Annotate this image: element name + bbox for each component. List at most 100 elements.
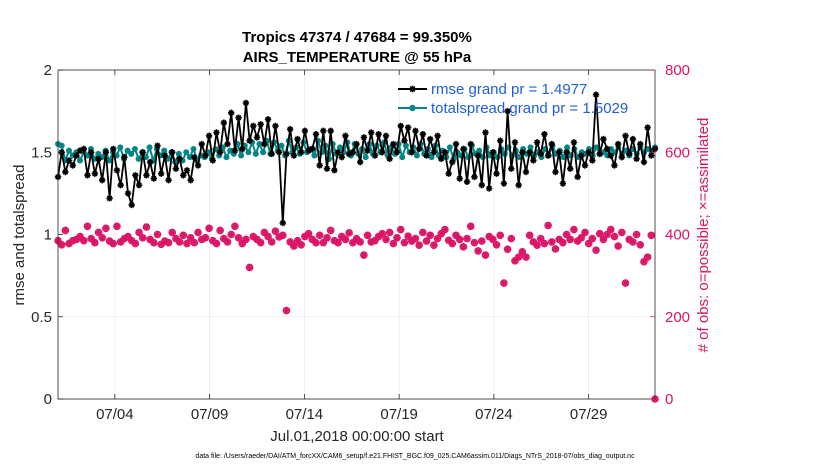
- obs-possible-point: [455, 235, 464, 244]
- obs-assimilated-point: [316, 232, 323, 239]
- x-tick-label: 07/14: [286, 406, 324, 423]
- rmse-point: [592, 91, 600, 98]
- obs-possible-point: [360, 251, 368, 259]
- obs-possible-point: [474, 247, 482, 255]
- y-tick-label-left: 1: [44, 227, 52, 244]
- obs-possible-point: [514, 253, 523, 261]
- obs-assimilated-point: [556, 236, 563, 243]
- obs-assimilated-point: [195, 229, 202, 236]
- legend-spread-label: totalspread grand pr = 1.5029: [431, 100, 628, 117]
- chart-title-line-2: AIRS_TEMPERATURE @ 55 hPa: [243, 49, 472, 66]
- totalspread-point: [337, 144, 344, 151]
- rmse-point: [622, 132, 629, 139]
- obs-assimilated-point: [419, 229, 426, 236]
- x-axis-label: Jul.01,2018 00:00:00 start: [270, 428, 444, 445]
- rmse-point: [143, 172, 150, 179]
- obs-possible-point: [599, 235, 608, 244]
- obs-possible-point: [194, 228, 202, 237]
- obs-possible-point: [570, 225, 578, 234]
- obs-possible-point: [632, 230, 641, 239]
- y-tick-label-right: 0: [665, 391, 673, 408]
- obs-possible-point: [492, 240, 501, 249]
- obs-possible-point: [109, 239, 118, 248]
- obs-possible-point: [595, 229, 604, 238]
- rmse-point: [522, 168, 530, 176]
- obs-assimilated-point: [84, 223, 91, 230]
- obs-possible-point: [234, 233, 243, 242]
- obs-assimilated-point: [206, 225, 213, 232]
- obs-assimilated-point: [77, 233, 84, 240]
- obs-possible-point: [393, 233, 401, 242]
- rmse-point: [456, 175, 463, 182]
- rmse-point: [65, 157, 73, 164]
- totalspread-point: [128, 150, 135, 157]
- obs-assimilated-point: [235, 234, 242, 241]
- obs-assimilated-point: [327, 227, 334, 234]
- obs-assimilated-point: [117, 238, 124, 245]
- totalspread-point: [260, 149, 267, 156]
- rmse-point: [386, 155, 393, 163]
- rmse-point: [508, 165, 515, 172]
- obs-assimilated-point: [132, 240, 139, 247]
- rmse-point: [497, 137, 504, 144]
- obs-assimilated-point: [187, 234, 194, 241]
- obs-possible-point: [382, 235, 390, 244]
- obs-assimilated-point: [445, 237, 452, 244]
- rmse-point: [441, 149, 449, 156]
- obs-assimilated-point: [541, 240, 548, 247]
- rmse-point: [87, 149, 95, 156]
- rmse-point: [515, 181, 522, 189]
- obs-assimilated-point: [338, 233, 345, 240]
- rmse-point: [438, 155, 445, 163]
- rmse-point: [117, 181, 124, 189]
- rmse-point: [279, 219, 286, 227]
- obs-assimilated-point: [545, 222, 552, 229]
- y-tick-label-left: 2: [44, 62, 52, 79]
- obs-possible-point: [584, 239, 593, 248]
- rmse-point: [250, 122, 257, 130]
- rmse-point: [121, 153, 128, 161]
- rmse-point: [541, 130, 548, 138]
- obs-assimilated-point: [349, 239, 356, 246]
- rmse-point: [463, 178, 471, 186]
- obs-assimilated-point: [489, 236, 496, 243]
- obs-possible-point: [522, 253, 530, 261]
- obs-possible-point: [271, 227, 280, 236]
- obs-possible-point: [643, 253, 652, 261]
- obs-assimilated-point: [353, 235, 360, 242]
- rmse-point: [427, 135, 434, 143]
- obs-assimilated-point: [382, 236, 389, 243]
- rmse-point: [482, 129, 489, 136]
- obs-possible-point: [396, 225, 405, 234]
- obs-possible-point: [496, 231, 505, 240]
- obs-possible-point: [168, 228, 177, 237]
- totalspread-point: [161, 147, 168, 154]
- rmse-point: [375, 130, 382, 138]
- obs-assimilated-point: [139, 234, 146, 241]
- totalspread-point: [256, 141, 263, 148]
- rmse-point: [559, 180, 567, 187]
- rmse-point: [99, 177, 106, 184]
- rmse-point: [286, 126, 294, 133]
- rmse-point: [106, 195, 113, 202]
- rmse-point: [607, 152, 614, 159]
- obs-assimilated-point: [482, 252, 489, 259]
- rmse-point: [209, 157, 216, 164]
- obs-possible-point: [503, 245, 512, 254]
- obs-assimilated-point: [239, 240, 246, 247]
- obs-assimilated-point: [633, 231, 640, 238]
- rmse-point: [128, 201, 135, 209]
- totalspread-point: [106, 157, 113, 164]
- rmse-point: [342, 132, 349, 139]
- obs-assimilated-point: [143, 224, 150, 231]
- obs-assimilated-point: [272, 228, 279, 235]
- legend-rmse-star: [409, 85, 416, 93]
- rmse-point: [154, 142, 161, 149]
- obs-assimilated-point: [202, 234, 209, 241]
- obs-possible-point: [470, 238, 479, 247]
- obs-assimilated-point: [62, 227, 69, 234]
- obs-assimilated-point: [198, 236, 205, 243]
- totalspread-point: [238, 152, 245, 159]
- obs-assimilated-point: [165, 239, 172, 246]
